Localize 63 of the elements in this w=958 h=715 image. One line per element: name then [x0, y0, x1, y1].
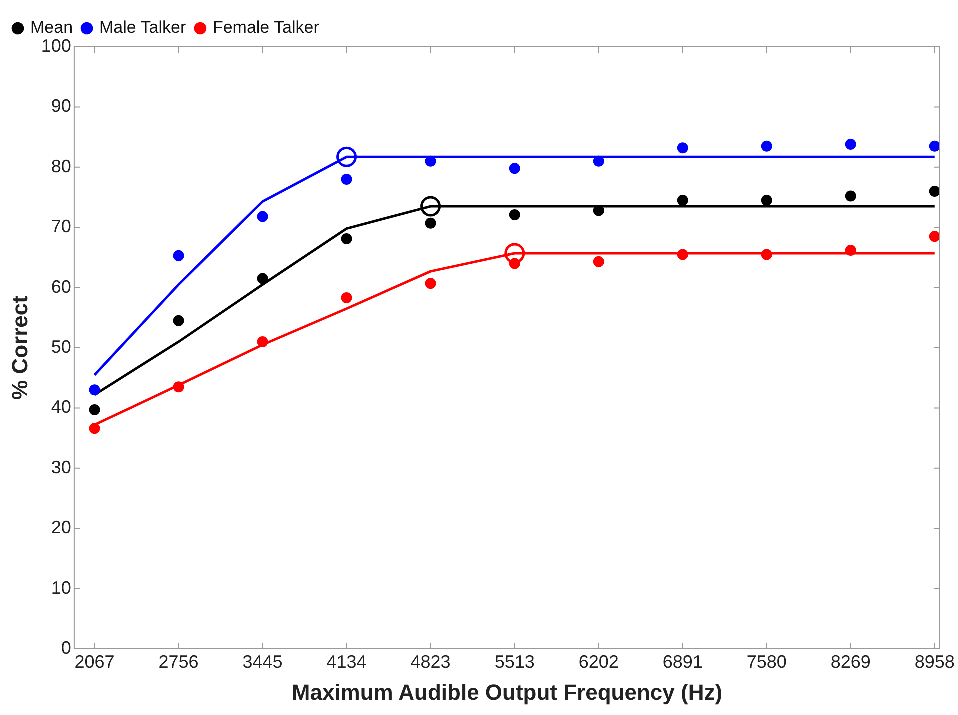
legend-label: Mean [30, 18, 74, 38]
x-tick-label: 3445 [242, 652, 283, 672]
point [341, 292, 352, 304]
point [677, 195, 688, 206]
x-tick-label: 8958 [914, 652, 955, 672]
point [420, 196, 442, 217]
point [504, 243, 526, 264]
y-tick-label: 70 [51, 216, 72, 237]
point [929, 186, 940, 197]
point [173, 315, 184, 326]
point [845, 190, 856, 202]
y-axis-title: % Correct [7, 295, 32, 400]
point [89, 404, 100, 416]
point [677, 249, 688, 260]
point [89, 384, 100, 396]
y-tick-label: 50 [51, 336, 72, 357]
point [761, 195, 772, 206]
x-tick-label: 6891 [662, 652, 703, 672]
y-tick-label: 90 [51, 96, 72, 116]
point [761, 249, 772, 260]
y-tick-label: 20 [51, 518, 72, 538]
point [173, 250, 184, 262]
point [89, 423, 100, 434]
x-tick-label: 7580 [746, 652, 787, 672]
x-axis-title: Maximum Audible Output Frequency (Hz) [292, 680, 723, 705]
x-tick-label: 4134 [326, 652, 367, 672]
y-tick-label: 80 [51, 156, 72, 176]
y-tick-label: 0 [61, 638, 72, 658]
x-tick-label: 8269 [830, 652, 871, 672]
point [336, 146, 358, 168]
point [425, 218, 436, 229]
x-tick-label: 4823 [410, 652, 451, 672]
point [509, 258, 520, 270]
point [509, 209, 520, 220]
point [929, 231, 940, 242]
point [845, 139, 856, 150]
point [761, 140, 772, 152]
point [173, 382, 184, 393]
y-tick-label: 100 [41, 36, 72, 56]
point [425, 156, 436, 167]
point [425, 278, 436, 290]
point [341, 234, 352, 245]
point [257, 211, 268, 222]
legend-label: Male Talker [100, 18, 186, 38]
y-tick-label: 40 [51, 397, 72, 418]
x-tick-label: 2756 [158, 652, 199, 672]
point [257, 273, 268, 284]
point [257, 336, 268, 348]
y-tick-label: 10 [51, 578, 72, 598]
point [677, 142, 688, 154]
x-tick-label: 6202 [578, 652, 619, 672]
x-tick-label: 5513 [494, 652, 535, 672]
y-tick-label: 30 [51, 457, 72, 478]
point [341, 174, 352, 185]
x-tick-label: 2067 [74, 652, 115, 672]
point [593, 156, 604, 167]
legend-label: Female Talker [212, 18, 320, 38]
point [929, 140, 940, 152]
point [593, 256, 604, 268]
point [509, 163, 520, 174]
y-tick-label: 60 [51, 276, 72, 297]
point [593, 205, 604, 216]
point [845, 244, 856, 256]
